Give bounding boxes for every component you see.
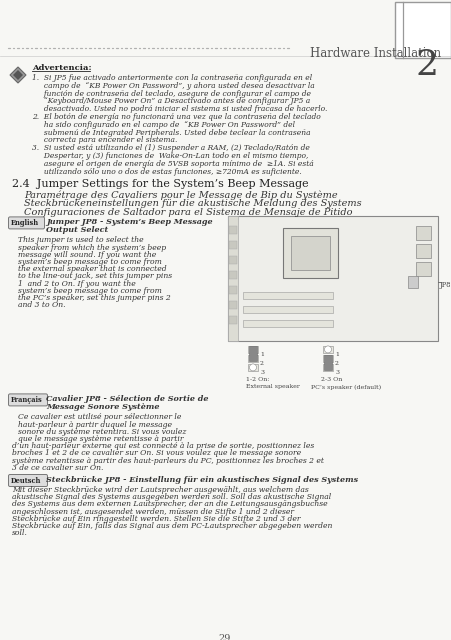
Text: speaker from which the system’s beep: speaker from which the system’s beep	[18, 244, 166, 252]
Bar	[249, 346, 257, 362]
FancyBboxPatch shape	[9, 474, 47, 486]
Text: submenú de Integrated Peripherals. Usted debe teclear la contraseña: submenú de Integrated Peripherals. Usted…	[32, 129, 311, 136]
Text: Steckbrücke auf Ein ringgestellt werden. Stellen Sie die Stifte 2 und 3 der: Steckbrücke auf Ein ringgestellt werden.…	[12, 515, 300, 523]
Bar	[323, 364, 333, 371]
Bar	[229, 271, 237, 280]
Text: 2.  El botón de energía no funcionará una vez que la contraseña del teclado: 2. El botón de energía no funcionará una…	[32, 113, 321, 121]
Text: haut-parleur à partir duquel le message: haut-parleur à partir duquel le message	[18, 420, 172, 429]
Text: Ce cavalier est utilisé pour sélectionner le: Ce cavalier est utilisé pour sélectionne…	[18, 413, 181, 421]
Polygon shape	[13, 70, 23, 80]
Bar	[248, 355, 258, 362]
Text: Cavalier JP8 - Sélection de Sortie de: Cavalier JP8 - Sélection de Sortie de	[46, 396, 208, 403]
Bar	[324, 355, 332, 371]
Bar	[416, 262, 431, 276]
Text: External speaker: External speaker	[246, 385, 300, 389]
Bar	[416, 227, 431, 241]
Text: the PC’s speaker, set this jumper pins 2: the PC’s speaker, set this jumper pins 2	[18, 294, 171, 302]
Text: Jumper JP8 - System’s Beep Message: Jumper JP8 - System’s Beep Message	[46, 218, 212, 227]
Text: asegure el origen de energía de 5VSB soporta mínimo de  ≥1A. Si está: asegure el origen de energía de 5VSB sop…	[32, 160, 314, 168]
Text: sonore du système retentira. Si vous voulez: sonore du système retentira. Si vous vou…	[18, 428, 186, 436]
Polygon shape	[10, 67, 26, 83]
Text: to the line-out jack, set this jumper pins: to the line-out jack, set this jumper pi…	[18, 273, 172, 280]
Bar	[229, 301, 237, 309]
Bar	[229, 227, 237, 234]
Text: Steckbrücke JP8 - Einstellung für ein akustisches Signal des Systems: Steckbrücke JP8 - Einstellung für ein ak…	[46, 476, 358, 484]
Bar	[283, 228, 338, 278]
FancyBboxPatch shape	[9, 217, 45, 229]
Text: 1.  Si JP5 fue activado anteriormente con la contraseña configurada en el: 1. Si JP5 fue activado anteriormente con…	[32, 74, 312, 82]
Bar	[243, 292, 333, 300]
Bar	[229, 287, 237, 294]
Text: “Keyboard/Mouse Power On” a Desactivado antes de configurar JP5 a: “Keyboard/Mouse Power On” a Desactivado …	[32, 97, 310, 106]
Bar	[228, 216, 238, 341]
Bar	[229, 257, 237, 264]
Text: función de contraseña del teclado, asegure de configurar el campo de: función de contraseña del teclado, asegu…	[32, 90, 311, 97]
Text: 2.4  Jumper Settings for the System’s Beep Message: 2.4 Jumper Settings for the System’s Bee…	[12, 179, 308, 189]
Text: 3.  Si usted está utilizando el (1) Suspender a RAM, (2) Teclado/Ratón de: 3. Si usted está utilizando el (1) Suspe…	[32, 144, 310, 152]
Text: 3: 3	[335, 371, 339, 376]
Text: Despertar, y (3) funciones de  Wake-On-Lan todo en el mismo tiempo,: Despertar, y (3) funciones de Wake-On-La…	[32, 152, 308, 160]
Text: Message Sonore Système: Message Sonore Système	[46, 403, 160, 412]
Text: correcta para encender el sistema.: correcta para encender el sistema.	[32, 136, 177, 145]
Bar	[229, 316, 237, 324]
Text: 3: 3	[260, 371, 264, 376]
Text: 1-2 On:: 1-2 On:	[246, 378, 269, 383]
Circle shape	[325, 346, 331, 353]
Text: utilizando sólo uno o dos de estas funciones, ≥720mA es suficiente.: utilizando sólo uno o dos de estas funci…	[32, 168, 302, 175]
Text: akustische Signal des Systems ausgegeben werden soll. Soll das akustische Signal: akustische Signal des Systems ausgegeben…	[12, 493, 331, 501]
Text: Paramétrage des Cavaliers pour le Message de Bip du Système: Paramétrage des Cavaliers pour le Messag…	[24, 191, 338, 200]
Text: Advertencia:: Advertencia:	[32, 64, 92, 72]
Text: 1: 1	[335, 353, 339, 357]
Bar	[248, 364, 258, 371]
Bar	[395, 2, 451, 58]
Text: Output Select: Output Select	[46, 227, 108, 234]
Text: Mit dieser Steckbrücke wird der Lautsprecher ausgewählt, aus welchem das: Mit dieser Steckbrücke wird der Lautspre…	[12, 486, 309, 494]
Text: 1  and 2 to On. If you want the: 1 and 2 to On. If you want the	[18, 280, 136, 287]
Text: system’s beep message to come from: system’s beep message to come from	[18, 287, 162, 295]
Bar	[408, 276, 418, 289]
Text: 3 de ce cavalier sur On.: 3 de ce cavalier sur On.	[12, 464, 103, 472]
Text: des Systems aus dem externen Lautsprecher, der an die Leitungsausgängsbuchse: des Systems aus dem externen Lautspreche…	[12, 500, 327, 508]
Text: système retentisse à partir des haut-parleurs du PC, positionnez les broches 2 e: système retentisse à partir des haut-par…	[12, 456, 324, 465]
Bar	[243, 321, 333, 328]
Text: 2: 2	[335, 362, 339, 367]
Text: Deutsch: Deutsch	[11, 477, 41, 485]
Text: Steckbrücke auf Ein, falls das Signal aus dem PC-Lautsprecher abgegeben werden: Steckbrücke auf Ein, falls das Signal au…	[12, 522, 332, 530]
Text: Configuraciones de Saltador para el Sistema de Mensaje de Pitido: Configuraciones de Saltador para el Sist…	[24, 209, 353, 218]
Bar	[229, 241, 237, 250]
Text: PC’s speaker (default): PC’s speaker (default)	[311, 385, 381, 390]
Text: campo de  “KB Power On Password”, y ahora usted desea desactivar la: campo de “KB Power On Password”, y ahora…	[32, 82, 315, 90]
Text: JP8: JP8	[440, 282, 451, 289]
Bar	[243, 307, 333, 314]
Text: 1: 1	[260, 353, 264, 357]
Text: d’un haut-parleur externe qui est connecté à la prise de sortie, positionnez les: d’un haut-parleur externe qui est connec…	[12, 442, 314, 450]
Text: soll.: soll.	[12, 529, 28, 537]
Text: Français: Français	[11, 396, 43, 404]
Text: English: English	[11, 220, 39, 227]
Text: This jumper is used to select the: This jumper is used to select the	[18, 236, 143, 244]
Text: and 3 to On.: and 3 to On.	[18, 301, 65, 309]
Bar	[228, 216, 438, 341]
Text: 2: 2	[415, 48, 438, 82]
Text: broches 1 et 2 de ce cavalier sur On. Si vous voulez que le message sonore: broches 1 et 2 de ce cavalier sur On. Si…	[12, 449, 301, 458]
Bar	[323, 346, 333, 353]
Text: 2-3 On: 2-3 On	[321, 378, 342, 383]
Bar	[291, 236, 330, 271]
Text: 29: 29	[219, 634, 231, 640]
Text: angeschlossen ist, ausgesendet werden, müssen die Stifte 1 und 2 dieser: angeschlossen ist, ausgesendet werden, m…	[12, 508, 294, 516]
Text: the external speaker that is connected: the external speaker that is connected	[18, 265, 166, 273]
Text: Hardware Installation: Hardware Installation	[310, 47, 441, 60]
Text: que le message système retentisse à partir: que le message système retentisse à part…	[18, 435, 184, 443]
Text: Steckbrückeneinstellungen für die akustische Meldung des Systems: Steckbrückeneinstellungen für die akusti…	[24, 200, 362, 209]
Text: ha sido configurado en el campo de  “KB Power On Password” del: ha sido configurado en el campo de “KB P…	[32, 121, 295, 129]
Bar	[323, 355, 333, 362]
Text: message will sound. If you want the: message will sound. If you want the	[18, 251, 156, 259]
Bar	[248, 346, 258, 353]
Text: system’s beep message to come from: system’s beep message to come from	[18, 258, 162, 266]
FancyBboxPatch shape	[9, 394, 47, 406]
Text: desactivado. Usted no podrá iniciar el sistema si usted fracasa de hacerlo.: desactivado. Usted no podrá iniciar el s…	[32, 105, 327, 113]
Circle shape	[249, 364, 257, 371]
Text: 2: 2	[260, 362, 264, 367]
Bar	[416, 244, 431, 259]
